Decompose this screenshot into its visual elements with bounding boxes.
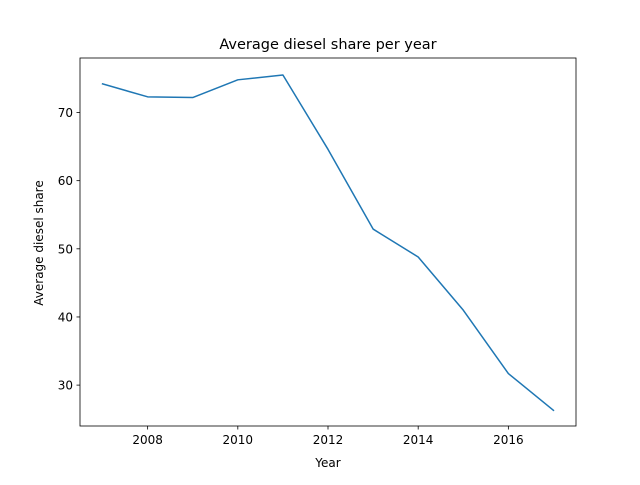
x-tick-label: 2014	[403, 433, 434, 447]
x-tick-label: 2012	[313, 433, 344, 447]
x-tick-label: 2016	[493, 433, 524, 447]
plot-area: 2008 2010 2012 2014 2016 30 40 50 60 70	[58, 57, 577, 447]
x-axis-label: Year	[314, 456, 340, 470]
x-tick-label: 2010	[223, 433, 254, 447]
y-axis-label: Average diesel share	[32, 180, 46, 305]
y-tick-label: 40	[58, 310, 73, 324]
x-tick-label: 2008	[132, 433, 163, 447]
series-line-0	[101, 74, 555, 412]
y-tick-label: 50	[58, 242, 73, 256]
y-tick-label: 70	[58, 106, 73, 120]
chart-title: Average diesel share per year	[219, 37, 436, 53]
y-tick-label: 60	[58, 174, 73, 188]
y-tick-label: 30	[58, 379, 73, 393]
